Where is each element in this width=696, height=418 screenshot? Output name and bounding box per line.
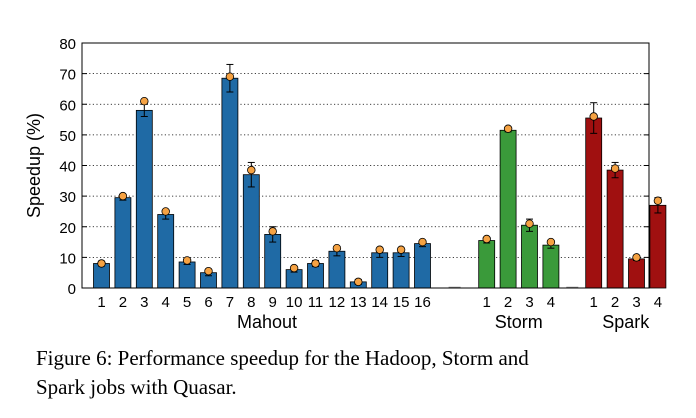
axes (81, 42, 650, 289)
marker-point (311, 259, 320, 268)
marker-point (503, 124, 513, 133)
y-tick-label: 70 (59, 67, 76, 84)
group-label-spark: Spark (602, 312, 650, 332)
x-tick-label: 2 (119, 294, 127, 311)
marker-point (140, 96, 149, 106)
y-tick-label: 50 (59, 128, 76, 145)
bar-mahout-16 (414, 243, 431, 289)
marker-point (632, 253, 641, 262)
marker-point (247, 165, 256, 175)
marker-point (268, 227, 277, 236)
x-tick-label: 13 (350, 294, 367, 311)
bar-mahout-4 (157, 214, 175, 289)
y-tick-label: 10 (59, 250, 76, 267)
x-tick-label: 5 (183, 294, 191, 311)
marker-point (653, 196, 663, 205)
x-tick-label: 6 (204, 294, 212, 311)
marker-point (225, 72, 235, 81)
plot-frame (81, 42, 650, 289)
marker-point (418, 237, 427, 247)
bar-spark-1 (585, 117, 603, 289)
x-tick-label: 8 (247, 294, 255, 311)
x-tick-label: 4 (654, 294, 662, 311)
x-tick-label: 7 (226, 294, 234, 311)
marker-point (354, 277, 363, 287)
x-tick-label: 1 (590, 294, 598, 311)
marker-point (204, 266, 213, 276)
y-tick-label: 20 (59, 220, 76, 237)
marker-point (182, 256, 192, 265)
y-tick-label: 80 (59, 36, 76, 53)
caption-line-1: Figure 6: Performance speedup for the Ha… (36, 346, 529, 370)
bar-mahout-14 (371, 252, 389, 289)
marker-point (97, 259, 106, 268)
bar-mahout-8 (242, 174, 260, 289)
x-tick-label: 15 (393, 294, 410, 311)
y-tick-label: 0 (68, 281, 76, 298)
x-tick-label: 2 (611, 294, 619, 311)
marker-point (289, 263, 299, 273)
bar-spark-3 (628, 258, 645, 289)
x-tick-label: 9 (269, 294, 277, 311)
y-tick-label: 60 (59, 97, 76, 114)
group-label-storm: Storm (495, 312, 543, 332)
figure-caption: Figure 6: Performance speedup for the Ha… (36, 344, 686, 402)
x-tick-label: 3 (632, 294, 640, 311)
bar-mahout-2 (114, 197, 132, 289)
x-tick-label: 2 (504, 294, 512, 311)
bar-spark-4 (649, 204, 667, 289)
x-tick-label: 11 (308, 294, 324, 311)
bar-spark-2 (606, 169, 624, 289)
bar-storm-2 (499, 129, 517, 289)
grid-lines (82, 73, 649, 258)
x-tick-label: 3 (525, 294, 533, 311)
marker-point (396, 245, 406, 254)
y-tick-label: 40 (59, 159, 76, 176)
y-tick-label: 30 (59, 189, 76, 206)
y-axis-title: Speedup (%) (24, 113, 44, 218)
bar-storm-4 (542, 244, 560, 289)
bar-mahout-12 (328, 250, 346, 289)
caption-line-2: Spark jobs with Quasar. (36, 375, 237, 399)
x-tick-label: 14 (371, 294, 388, 311)
bar-mahout-3 (135, 109, 153, 289)
marker-point (525, 219, 534, 228)
marker-point (546, 237, 556, 247)
x-tick-label: 4 (547, 294, 555, 311)
bar-mahout-5 (178, 261, 196, 289)
x-tick-label: 10 (286, 294, 303, 311)
bar-mahout-15 (392, 252, 410, 289)
marker-point (375, 245, 384, 254)
x-tick-label: 16 (414, 294, 431, 311)
group-label-mahout: Mahout (237, 312, 297, 332)
x-tick-label: 4 (162, 294, 170, 311)
x-tick-label: 1 (97, 294, 105, 311)
bars (93, 63, 667, 289)
marker-point (161, 207, 170, 216)
bar-mahout-7 (221, 77, 239, 289)
marker-point (332, 243, 342, 253)
marker-point (482, 234, 491, 244)
bar-storm-3 (521, 224, 538, 289)
bar-storm-1 (478, 240, 496, 289)
marker-point (118, 191, 128, 201)
x-tick-label: 12 (329, 294, 346, 311)
x-tick-label: 1 (483, 294, 491, 311)
marker-point (589, 112, 598, 121)
x-tick-label: 3 (140, 294, 148, 311)
marker-point (610, 164, 620, 173)
